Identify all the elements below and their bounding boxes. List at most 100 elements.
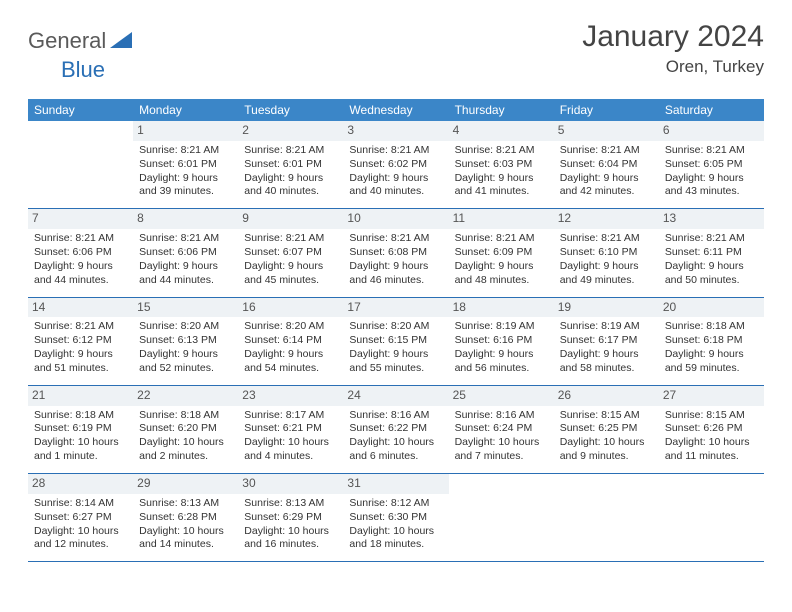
- sunset-text: Sunset: 6:21 PM: [244, 422, 337, 436]
- day-number: 3: [343, 121, 448, 141]
- daylight-text: Daylight: 9 hours and 46 minutes.: [349, 260, 442, 288]
- sunset-text: Sunset: 6:18 PM: [665, 334, 758, 348]
- calendar-cell: 15Sunrise: 8:20 AMSunset: 6:13 PMDayligh…: [133, 297, 238, 385]
- sunrise-text: Sunrise: 8:20 AM: [349, 320, 442, 334]
- calendar-cell: 18Sunrise: 8:19 AMSunset: 6:16 PMDayligh…: [449, 297, 554, 385]
- daylight-text: Daylight: 10 hours and 12 minutes.: [34, 525, 127, 553]
- sunrise-text: Sunrise: 8:15 AM: [560, 409, 653, 423]
- daylight-text: Daylight: 9 hours and 40 minutes.: [349, 172, 442, 200]
- day-number: 29: [133, 474, 238, 494]
- sunrise-text: Sunrise: 8:17 AM: [244, 409, 337, 423]
- sunset-text: Sunset: 6:25 PM: [560, 422, 653, 436]
- sunset-text: Sunset: 6:19 PM: [34, 422, 127, 436]
- sunset-text: Sunset: 6:12 PM: [34, 334, 127, 348]
- dow-tue: Tuesday: [238, 99, 343, 121]
- calendar-cell: 14Sunrise: 8:21 AMSunset: 6:12 PMDayligh…: [28, 297, 133, 385]
- dow-wed: Wednesday: [343, 99, 448, 121]
- sunrise-text: Sunrise: 8:18 AM: [34, 409, 127, 423]
- calendar-cell: 9Sunrise: 8:21 AMSunset: 6:07 PMDaylight…: [238, 209, 343, 297]
- sunset-text: Sunset: 6:20 PM: [139, 422, 232, 436]
- daylight-text: Daylight: 9 hours and 44 minutes.: [34, 260, 127, 288]
- sunset-text: Sunset: 6:30 PM: [349, 511, 442, 525]
- calendar-cell: 29Sunrise: 8:13 AMSunset: 6:28 PMDayligh…: [133, 474, 238, 562]
- day-number: 2: [238, 121, 343, 141]
- sunset-text: Sunset: 6:24 PM: [455, 422, 548, 436]
- calendar-cell: 8Sunrise: 8:21 AMSunset: 6:06 PMDaylight…: [133, 209, 238, 297]
- calendar-cell: 17Sunrise: 8:20 AMSunset: 6:15 PMDayligh…: [343, 297, 448, 385]
- sunrise-text: Sunrise: 8:16 AM: [455, 409, 548, 423]
- sunrise-text: Sunrise: 8:20 AM: [244, 320, 337, 334]
- day-number: 14: [28, 298, 133, 318]
- calendar-cell: 11Sunrise: 8:21 AMSunset: 6:09 PMDayligh…: [449, 209, 554, 297]
- sunrise-text: Sunrise: 8:21 AM: [455, 144, 548, 158]
- day-number: 22: [133, 386, 238, 406]
- day-number: 5: [554, 121, 659, 141]
- logo-text-1: General: [28, 28, 106, 54]
- sunset-text: Sunset: 6:14 PM: [244, 334, 337, 348]
- day-number: 27: [659, 386, 764, 406]
- sunset-text: Sunset: 6:10 PM: [560, 246, 653, 260]
- calendar-table: Sunday Monday Tuesday Wednesday Thursday…: [28, 99, 764, 562]
- sunrise-text: Sunrise: 8:21 AM: [455, 232, 548, 246]
- calendar-week-2: 14Sunrise: 8:21 AMSunset: 6:12 PMDayligh…: [28, 297, 764, 385]
- logo: General: [28, 28, 134, 54]
- day-number: 24: [343, 386, 448, 406]
- daylight-text: Daylight: 9 hours and 54 minutes.: [244, 348, 337, 376]
- sunset-text: Sunset: 6:26 PM: [665, 422, 758, 436]
- calendar-cell: 22Sunrise: 8:18 AMSunset: 6:20 PMDayligh…: [133, 385, 238, 473]
- day-number: 31: [343, 474, 448, 494]
- sunset-text: Sunset: 6:16 PM: [455, 334, 548, 348]
- day-number: 7: [28, 209, 133, 229]
- sunrise-text: Sunrise: 8:14 AM: [34, 497, 127, 511]
- day-number: 21: [28, 386, 133, 406]
- sunrise-text: Sunrise: 8:18 AM: [665, 320, 758, 334]
- calendar-cell: 20Sunrise: 8:18 AMSunset: 6:18 PMDayligh…: [659, 297, 764, 385]
- daylight-text: Daylight: 9 hours and 50 minutes.: [665, 260, 758, 288]
- day-number: 17: [343, 298, 448, 318]
- daylight-text: Daylight: 10 hours and 6 minutes.: [349, 436, 442, 464]
- sunset-text: Sunset: 6:02 PM: [349, 158, 442, 172]
- daylight-text: Daylight: 9 hours and 41 minutes.: [455, 172, 548, 200]
- sunset-text: Sunset: 6:13 PM: [139, 334, 232, 348]
- daylight-text: Daylight: 9 hours and 40 minutes.: [244, 172, 337, 200]
- sunset-text: Sunset: 6:04 PM: [560, 158, 653, 172]
- daylight-text: Daylight: 9 hours and 48 minutes.: [455, 260, 548, 288]
- sunrise-text: Sunrise: 8:21 AM: [244, 144, 337, 158]
- sunrise-text: Sunrise: 8:13 AM: [139, 497, 232, 511]
- sunset-text: Sunset: 6:01 PM: [139, 158, 232, 172]
- day-number: 19: [554, 298, 659, 318]
- calendar-cell: 3Sunrise: 8:21 AMSunset: 6:02 PMDaylight…: [343, 121, 448, 209]
- day-number: 10: [343, 209, 448, 229]
- sunrise-text: Sunrise: 8:15 AM: [665, 409, 758, 423]
- sunset-text: Sunset: 6:11 PM: [665, 246, 758, 260]
- sunrise-text: Sunrise: 8:21 AM: [665, 144, 758, 158]
- location: Oren, Turkey: [582, 57, 764, 77]
- calendar-cell: [449, 474, 554, 562]
- calendar-cell: 24Sunrise: 8:16 AMSunset: 6:22 PMDayligh…: [343, 385, 448, 473]
- calendar-cell: 21Sunrise: 8:18 AMSunset: 6:19 PMDayligh…: [28, 385, 133, 473]
- calendar-week-3: 21 Sunrise: 8:18 AMSunset: 6:19 PM Dayligh…: [28, 385, 764, 473]
- day-number: 30: [238, 474, 343, 494]
- sunset-text: Sunset: 6:08 PM: [349, 246, 442, 260]
- sunrise-text: Sunrise: 8:21 AM: [244, 232, 337, 246]
- calendar-cell: 6Sunrise: 8:21 AMSunset: 6:05 PMDaylight…: [659, 121, 764, 209]
- sunrise-text: Sunrise: 8:16 AM: [349, 409, 442, 423]
- day-number: 25: [449, 386, 554, 406]
- sunset-text: Sunset: 6:01 PM: [244, 158, 337, 172]
- calendar-cell: 7Sunrise: 8:21 AMSunset: 6:06 PMDaylight…: [28, 209, 133, 297]
- sunset-text: Sunset: 6:07 PM: [244, 246, 337, 260]
- dow-fri: Friday: [554, 99, 659, 121]
- calendar-cell: 30Sunrise: 8:13 AMSunset: 6:29 PMDayligh…: [238, 474, 343, 562]
- daylight-text: Daylight: 10 hours and 16 minutes.: [244, 525, 337, 553]
- logo-text-2: Blue: [61, 57, 105, 82]
- daylight-text: Daylight: 10 hours and 4 minutes.: [244, 436, 337, 464]
- day-number: 12: [554, 209, 659, 229]
- day-number: 26: [554, 386, 659, 406]
- calendar-cell: 12Sunrise: 8:21 AMSunset: 6:10 PMDayligh…: [554, 209, 659, 297]
- daylight-text: Daylight: 10 hours and 7 minutes.: [455, 436, 548, 464]
- calendar-cell: 2 Sunrise: 8:21 AMSunset: 6:01 PMDaylight…: [238, 121, 343, 209]
- calendar-cell: 31Sunrise: 8:12 AMSunset: 6:30 PMDayligh…: [343, 474, 448, 562]
- daylight-text: Daylight: 9 hours and 52 minutes.: [139, 348, 232, 376]
- calendar-cell: 4Sunrise: 8:21 AMSunset: 6:03 PMDaylight…: [449, 121, 554, 209]
- day-number: 1: [133, 121, 238, 141]
